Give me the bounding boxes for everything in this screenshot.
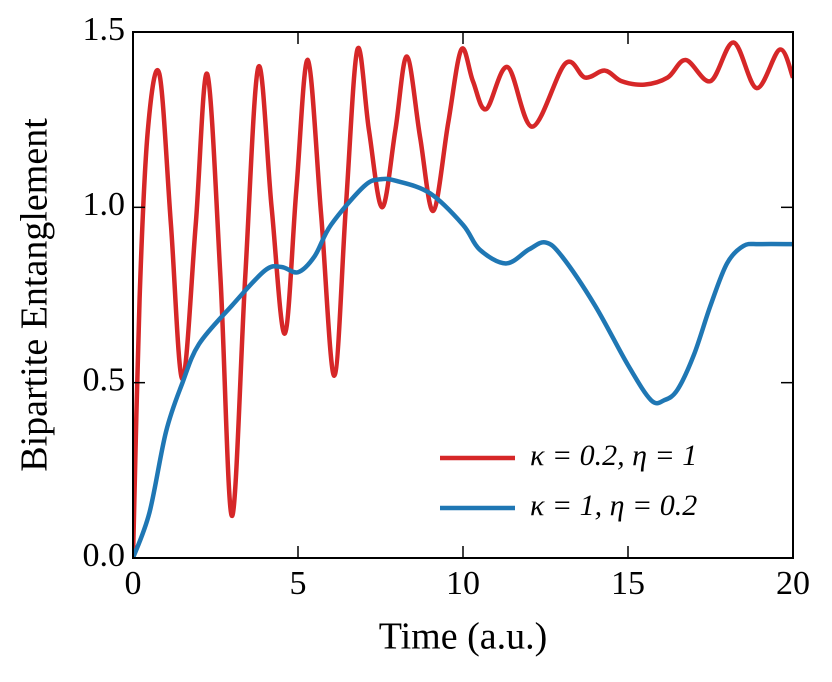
x-tick-label: 10 [446, 565, 480, 602]
legend: κ = 0.2, η = 1 κ = 1, η = 0.2 [440, 439, 697, 522]
legend-label: κ = 0.2, η = 1 [530, 439, 697, 472]
legend-label: κ = 1, η = 0.2 [530, 489, 697, 522]
plot-lines [133, 40, 793, 558]
y-tick-label: 0.5 [83, 361, 126, 398]
x-tick-label: 15 [611, 565, 645, 602]
y-tick-label: 1.0 [83, 186, 126, 223]
data-line [133, 176, 793, 558]
plot-frame [132, 31, 794, 559]
data-line [133, 40, 793, 558]
x-tick-label: 20 [776, 565, 810, 602]
x-axis-label: Time (a.u.) [379, 616, 548, 658]
x-tick-label: 5 [290, 565, 307, 602]
y-tick-label: 1.5 [83, 11, 126, 48]
y-tick-label: 0.0 [83, 537, 126, 574]
y-axis-label: Bipartite Entanglement [14, 118, 56, 472]
x-tick-label: 0 [125, 565, 142, 602]
